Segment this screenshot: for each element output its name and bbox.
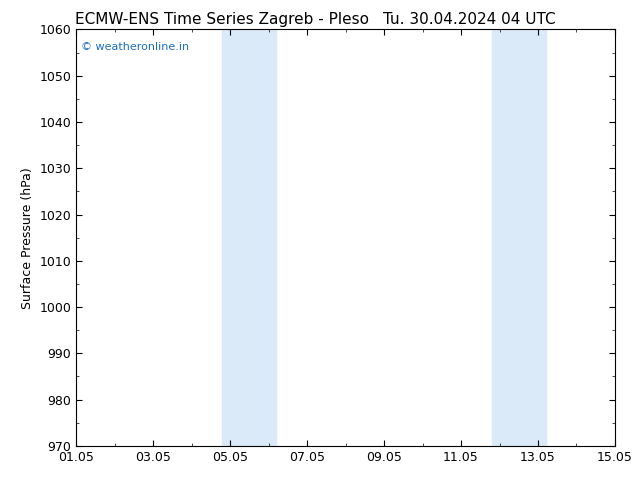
- Text: © weatheronline.in: © weatheronline.in: [81, 42, 190, 52]
- Y-axis label: Surface Pressure (hPa): Surface Pressure (hPa): [21, 167, 34, 309]
- Bar: [492, 29, 546, 446]
- Text: Tu. 30.04.2024 04 UTC: Tu. 30.04.2024 04 UTC: [383, 12, 555, 27]
- Text: ECMW-ENS Time Series Zagreb - Pleso: ECMW-ENS Time Series Zagreb - Pleso: [75, 12, 369, 27]
- Bar: [223, 29, 276, 446]
